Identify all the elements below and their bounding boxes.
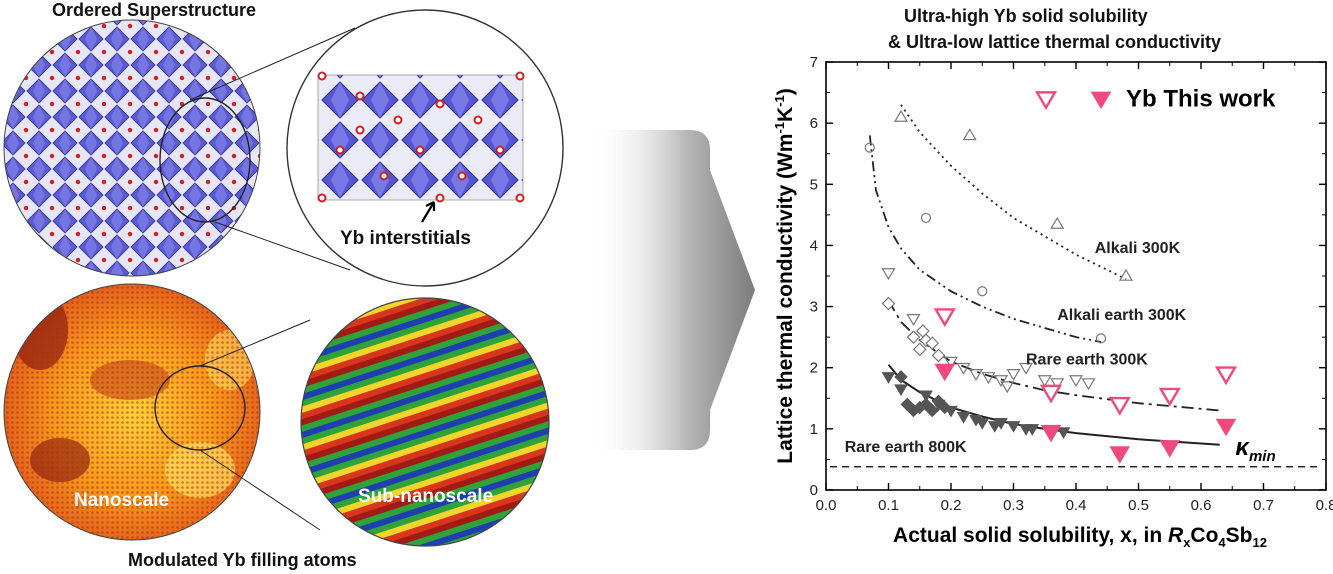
data-point	[938, 400, 952, 415]
inset-circle	[286, 9, 564, 287]
data-point	[981, 372, 996, 385]
zoom-ellipse-top	[159, 97, 251, 223]
nano-label: Nanoscale	[74, 490, 170, 511]
y-tick-label: 1	[810, 421, 818, 438]
y-tick-label: 5	[810, 176, 818, 193]
legend-label: Yb This work	[1126, 86, 1276, 113]
legend-marker-filled	[1090, 91, 1112, 110]
data-point	[1006, 369, 1021, 382]
data-point	[1118, 268, 1134, 281]
plot-area	[825, 61, 1327, 491]
data-point-yb-filled	[1109, 446, 1131, 464]
lattice-conductivity-chart: 0.0 0.1 0.2 0.3 0.4 0.5 0.6 0.7 0.8 0 1 2 3 4 5 6 7 κmin…	[772, 54, 1333, 550]
data-point-yb-filled	[1040, 424, 1062, 443]
fit-curve-dash-dot-dot	[868, 135, 1102, 343]
data-point	[906, 314, 921, 326]
nanoscale-circle	[4, 284, 260, 540]
transition-arrow-icon	[590, 130, 755, 450]
y-tick-label: 2	[810, 360, 818, 377]
data-point-yb-filled	[1159, 440, 1181, 458]
y-tick-label: 6	[810, 115, 818, 132]
data-point	[975, 418, 990, 430]
legend-marker-open	[1034, 91, 1058, 111]
data-point	[919, 390, 933, 403]
data-point-yb-filled	[1215, 418, 1237, 437]
data-point	[956, 362, 971, 375]
kappa-min-label: κmin	[1235, 434, 1275, 465]
structure-illustrations	[3, 9, 564, 547]
superstructure-circle	[3, 19, 261, 277]
data-point	[920, 212, 932, 224]
data-point-yb-open	[933, 308, 956, 328]
data-point-yb-open	[1108, 396, 1131, 416]
data-point	[994, 418, 1008, 430]
bottom-structure-label: Modulated Yb filling atoms	[128, 550, 357, 570]
data-point	[962, 128, 977, 141]
data-point-yb-open	[1214, 366, 1238, 386]
data-point	[1018, 362, 1034, 375]
data-point	[925, 403, 939, 418]
data-point	[893, 109, 909, 122]
left-figure: Ordered Superstructure Yb interstitials …	[0, 0, 580, 574]
data-point	[1081, 378, 1096, 391]
x-tick-label: 0.0	[816, 497, 837, 514]
y-tick-label: 3	[810, 299, 818, 316]
data-point	[881, 372, 896, 384]
interstitial-arrow-icon	[421, 201, 436, 223]
data-point-yb-open	[1158, 387, 1181, 407]
data-point	[916, 324, 930, 338]
data-point	[1095, 333, 1107, 344]
fit-curve-dotted	[900, 104, 1127, 280]
data-point	[1056, 427, 1071, 439]
data-point	[1037, 375, 1052, 388]
chart-subtitle: & Ultra-low lattice thermal conductivity	[888, 32, 1222, 52]
data-point	[1006, 421, 1021, 433]
x-tick-label: 0.3	[1003, 497, 1024, 514]
data-point	[1068, 375, 1084, 388]
data-point	[894, 370, 908, 384]
curve-label-alkali-earth: Alkali earth 300K	[1057, 307, 1186, 324]
top-structure-label: Ordered Superstructure	[52, 0, 257, 20]
data-point	[925, 336, 940, 351]
x-tick-label: 0.4	[1066, 497, 1087, 514]
curve-label-rare-earth-300: Rare earth 300K	[1026, 352, 1148, 369]
inset-label: Yb interstitials	[340, 228, 471, 249]
subnanoscale-circle	[301, 298, 549, 546]
x-tick-label: 0.8	[1316, 497, 1333, 514]
data-point	[943, 356, 959, 369]
x-tick-label: 0.5	[1128, 497, 1149, 514]
fit-curve-dash-dot	[887, 300, 1220, 412]
data-point-yb-filled	[934, 363, 956, 382]
data-point	[1050, 378, 1065, 391]
data-point	[1025, 424, 1040, 436]
data-point	[864, 142, 875, 153]
y-tick-label: 0	[810, 482, 818, 499]
data-point	[1050, 216, 1065, 229]
x-tick-label: 0.1	[878, 497, 899, 514]
data-point	[906, 330, 921, 344]
data-point	[881, 268, 896, 281]
x-tick-label: 0.7	[1253, 497, 1274, 514]
data-point-yb-open	[1039, 384, 1063, 404]
data-point	[956, 411, 971, 424]
chart-region: Ultra-high Yb solid solubility & Ultra-l…	[760, 0, 1333, 574]
y-axis-label: Lattice thermal conductivity (Wm-1K-1)	[772, 88, 797, 464]
data-point	[912, 342, 927, 357]
data-point	[977, 286, 988, 297]
data-point	[894, 384, 908, 397]
x-tick-label: 0.2	[941, 497, 962, 514]
y-tick-label: 4	[810, 237, 818, 254]
curve-label-alkali: Alkali 300K	[1095, 240, 1181, 257]
data-point	[993, 375, 1009, 388]
data-point	[968, 369, 984, 382]
x-tick-label: 0.6	[1191, 497, 1212, 514]
curve-label-rare-earth-800: Rare earth 800K	[845, 439, 967, 456]
data-point	[931, 348, 946, 363]
x-axis-label: Actual solid solubility, x, in RxCo4Sb12	[893, 524, 1267, 550]
y-tick-label: 7	[810, 54, 818, 71]
data-point	[1000, 381, 1015, 394]
chart-title: Ultra-high Yb solid solubility	[904, 6, 1148, 26]
subnano-label: Sub-nanoscale	[358, 486, 494, 507]
data-point	[881, 296, 896, 311]
